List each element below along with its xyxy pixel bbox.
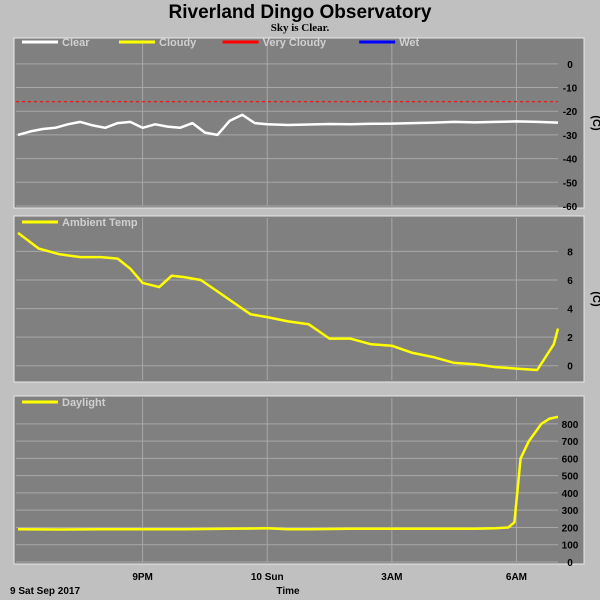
y-tick-label: 6 — [567, 276, 573, 287]
date-label: 9 Sat Sep 2017 — [10, 586, 80, 597]
ambient-temperature-panel: 8 6 4 2 0 (C) Ambient Temp — [13, 215, 600, 383]
y-tick-label: 400 — [562, 489, 579, 500]
y-tick-label: 8 — [567, 247, 573, 258]
legend-entry: Wet — [399, 37, 419, 49]
y-tick-label: 300 — [562, 506, 579, 517]
y-tick-label: -10 — [563, 84, 578, 95]
plot-area — [13, 215, 585, 383]
y-tick-label: 4 — [567, 305, 573, 316]
y-tick-label: 500 — [562, 472, 579, 483]
time-axis-ticks: 9PM 10 Sun 3AM 6AM — [132, 572, 527, 583]
y-tick-label: 0 — [567, 558, 573, 569]
y-tick-label: -20 — [563, 107, 578, 118]
x-tick-label: 10 Sun — [251, 572, 284, 583]
y-tick-label: 2 — [567, 333, 573, 344]
y-tick-label: 0 — [567, 362, 573, 373]
legend-entry: Ambient Temp — [62, 217, 138, 229]
series-line-clear — [17, 113, 559, 137]
y-tick-label: 700 — [562, 437, 579, 448]
daylight-panel: 800 700 600 500 400 300 200 100 0 Daylight — [13, 395, 585, 569]
sky-temperature-panel: 0 -10 -20 -30 -40 -50 -60 (C) Clear Cloudy Very Cl… — [13, 37, 600, 213]
legend-entry: Daylight — [62, 397, 106, 409]
page-title: Riverland Dingo Observatory — [169, 2, 432, 23]
plot-area — [13, 395, 585, 565]
y-tick-label: -40 — [563, 155, 578, 166]
series-line-daylight — [17, 415, 559, 531]
y-tick-label: 100 — [562, 541, 579, 552]
legend-entry: Clear — [62, 37, 90, 49]
y-tick-label: -50 — [563, 178, 578, 189]
x-tick-label: 3AM — [381, 572, 402, 583]
series-line-ambient-temp — [17, 231, 560, 372]
x-axis-label: Time — [276, 586, 300, 597]
y-tick-label: 800 — [562, 420, 579, 431]
y-tick-label: 600 — [562, 454, 579, 465]
y-tick-label: 200 — [562, 523, 579, 534]
y-axis-label: (C) — [590, 115, 600, 131]
y-axis-label: (C) — [590, 291, 600, 307]
x-tick-label: 9PM — [132, 572, 153, 583]
y-tick-label: 0 — [567, 60, 573, 71]
legend-entry: Cloudy — [159, 37, 197, 49]
y-tick-label: -60 — [563, 202, 578, 213]
legend-entry: Very Cloudy — [263, 37, 327, 49]
sky-status: Sky is Clear. — [271, 22, 330, 34]
x-tick-label: 6AM — [506, 572, 527, 583]
y-tick-label: -30 — [563, 131, 578, 142]
